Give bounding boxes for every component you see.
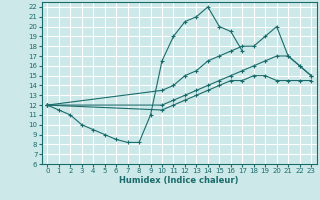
X-axis label: Humidex (Indice chaleur): Humidex (Indice chaleur): [119, 176, 239, 185]
